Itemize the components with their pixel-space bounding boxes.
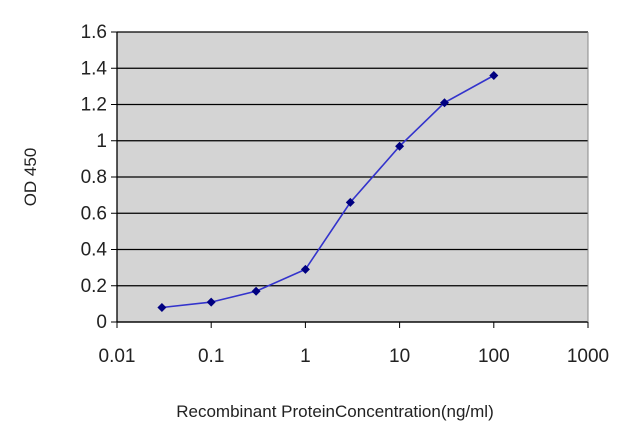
x-tick-label-2: 1: [300, 346, 311, 367]
data-point-0-2: [251, 286, 261, 296]
y-tick-label-0: 0: [96, 312, 107, 333]
y-tick-label-3: 0.6: [81, 203, 107, 224]
y-tick-label-1: 0.2: [81, 276, 107, 297]
y-tick-label-2: 0.4: [81, 240, 108, 261]
data-point-0-5: [395, 141, 405, 151]
y-tick-label-4: 0.8: [81, 167, 107, 188]
series-group: [157, 71, 499, 312]
x-tick-label-4: 100: [478, 346, 510, 367]
x-tick-labels: 0.01 0.1 1 10 100 1000: [99, 346, 610, 367]
x-tick-label-1: 0.1: [198, 346, 224, 367]
y-tick-label-5: 1: [96, 131, 107, 152]
x-tick-label-0: 0.01: [99, 346, 136, 367]
y-tick-label-7: 1.4: [81, 58, 108, 79]
data-point-0-7: [489, 71, 499, 80]
data-point-0-0: [157, 303, 167, 312]
x-axis-title: Recombinant ProteinConcentration(ng/ml): [176, 402, 494, 421]
y-tick-labels: 0 0.2 0.4 0.6 0.8 1 1.2 1.4 1.6: [81, 22, 108, 333]
axes: [111, 31, 589, 328]
y-axis-title: OD 450: [21, 148, 40, 207]
x-tick-label-3: 10: [389, 346, 410, 367]
data-point-0-1: [206, 297, 216, 307]
series-line-0: [161, 74, 495, 309]
x-tick-label-5: 1000: [567, 346, 609, 367]
y-tick-label-6: 1.2: [81, 95, 107, 116]
data-point-0-3: [300, 264, 310, 274]
data-point-0-4: [345, 197, 355, 207]
y-tick-label-8: 1.6: [81, 22, 107, 43]
data-point-0-6: [440, 98, 449, 108]
